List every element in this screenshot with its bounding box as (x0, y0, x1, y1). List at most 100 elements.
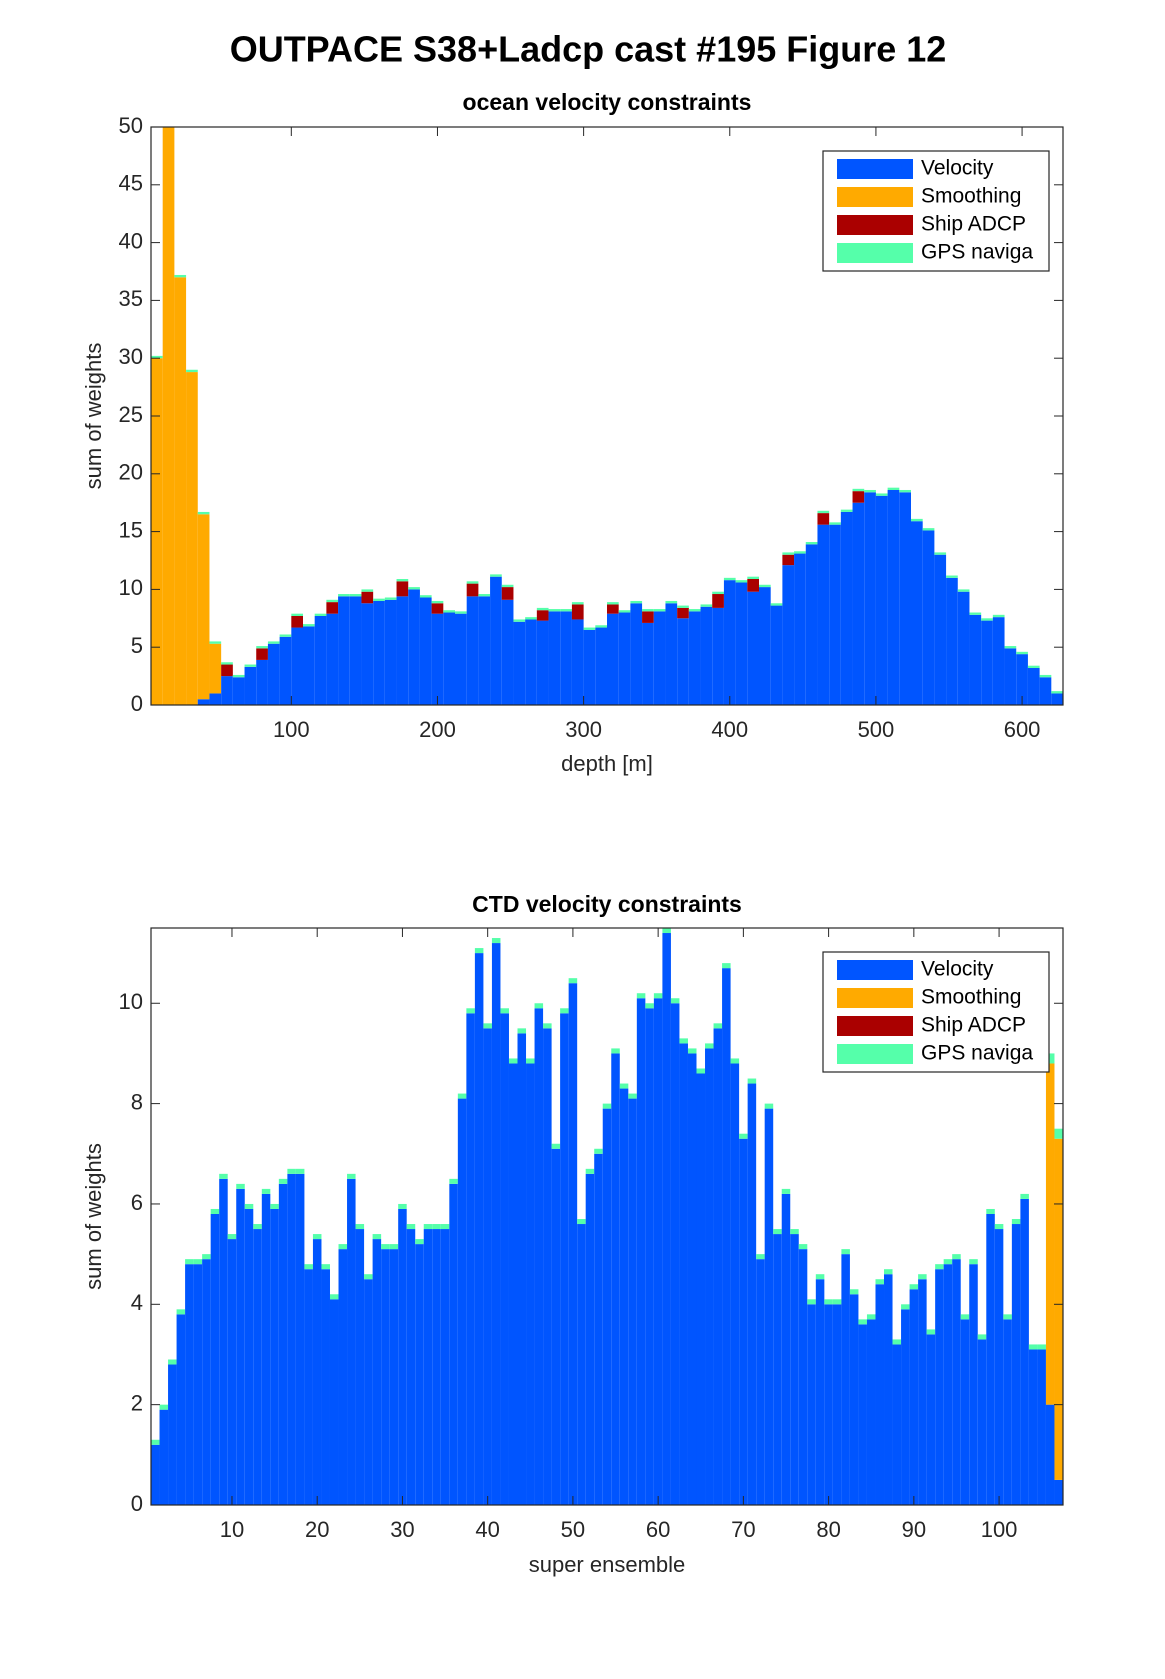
bar-segment (291, 627, 303, 705)
bar-segment (583, 627, 596, 630)
bar-segment (151, 1439, 160, 1445)
bar-segment (909, 1284, 919, 1290)
bar-segment (508, 1063, 518, 1505)
bar-segment (525, 617, 537, 620)
x-tick-label: 50 (561, 1517, 585, 1542)
bar-segment (805, 542, 818, 545)
bar-segment (1045, 1053, 1055, 1064)
legend-label: GPS naviga (921, 1042, 1033, 1065)
bar-segment (992, 614, 1005, 618)
bar-segment (466, 596, 479, 705)
bar-segment (1051, 693, 1063, 705)
figure-title: OUTPACE S38+Ladcp cast #195 Figure 12 (230, 29, 947, 70)
y-axis-label: sum of weights (81, 1143, 106, 1290)
bar-segment (347, 1173, 356, 1179)
bar-segment (517, 1033, 527, 1505)
bar-segment (568, 978, 578, 984)
legend-label: Velocity (921, 958, 994, 981)
bar-segment (1037, 1344, 1046, 1350)
bar-segment (841, 1249, 850, 1255)
bar-segment (899, 492, 911, 705)
bar-segment (864, 492, 876, 705)
bar-segment (875, 493, 888, 496)
y-tick-label: 25 (119, 402, 143, 427)
bar-segment (805, 544, 818, 705)
legend-label: Smoothing (921, 185, 1021, 208)
bar-segment (922, 530, 935, 705)
bar-segment (645, 1003, 654, 1009)
bar-segment (408, 589, 420, 705)
bar-segment (295, 1168, 305, 1174)
bar-segment (221, 676, 233, 705)
bar-segment (193, 1264, 203, 1505)
bar-segment (326, 599, 339, 603)
bar-segment (986, 1213, 995, 1505)
bar-segment (534, 1008, 544, 1505)
bar-segment (712, 591, 724, 595)
bar-segment (901, 1309, 910, 1505)
bar-segment (618, 612, 631, 705)
y-tick-label: 50 (119, 113, 143, 138)
bar-segment (981, 620, 993, 705)
legend-swatch (837, 960, 913, 980)
bar-segment (747, 591, 759, 705)
bar-segment (723, 577, 736, 581)
bar-segment (338, 1244, 348, 1250)
bar-segment (232, 677, 245, 705)
bar-segment (969, 614, 982, 705)
bar-segment (466, 1013, 475, 1505)
bar-segment (807, 1304, 816, 1505)
bar-segment (918, 1279, 927, 1505)
bar-segment (373, 600, 385, 705)
bar-segment (918, 1274, 927, 1280)
bar-segment (642, 622, 654, 705)
bar-segment (287, 1173, 296, 1505)
bar-segment (466, 1008, 475, 1014)
bar-segment (798, 1249, 808, 1505)
x-tick-label: 300 (565, 717, 602, 742)
bar-segment (478, 596, 491, 705)
bar-segment (406, 1229, 416, 1505)
bar-segment (595, 625, 607, 628)
bar-segment (992, 617, 1005, 705)
bar-segment (642, 609, 654, 612)
legend-label: GPS naviga (921, 241, 1033, 264)
bar-segment (304, 1269, 313, 1505)
bar-segment (756, 1254, 765, 1260)
bar-segment (295, 1173, 305, 1505)
bar-segment (875, 495, 888, 705)
bar-segment (151, 1444, 160, 1505)
bar-segment (501, 584, 514, 588)
bar-segment (321, 1264, 330, 1270)
bar-segment (209, 641, 222, 644)
bar-segment (677, 607, 689, 619)
bar-segment (364, 1279, 373, 1505)
bar-segment (193, 1259, 203, 1265)
bar-segment (747, 578, 759, 592)
bar-segment (824, 1299, 833, 1305)
bar-segment (221, 662, 233, 665)
bar-segment (700, 606, 713, 705)
bar-segment (960, 1319, 970, 1505)
bar-segment (431, 603, 444, 614)
bar-segment (1039, 674, 1052, 678)
bar-segment (849, 1294, 859, 1505)
bar-segment (866, 1314, 876, 1320)
bar-segment (722, 968, 731, 1505)
bar-segment (551, 1148, 561, 1505)
bar-segment (159, 1404, 169, 1410)
bar-segment (892, 1339, 902, 1345)
bar-segment (270, 1208, 279, 1505)
bar-segment (1016, 654, 1028, 705)
bar-segment (423, 1229, 433, 1505)
bar-segment (773, 1234, 782, 1505)
bar-segment (338, 596, 350, 705)
bar-segment (197, 699, 210, 705)
bar-segment (884, 1269, 893, 1275)
bar-segment (899, 489, 911, 493)
bar-segment (536, 607, 549, 611)
bar-segment (389, 1244, 399, 1250)
legend-label: Ship ADCP (921, 1014, 1026, 1037)
bar-segment (611, 1048, 620, 1054)
